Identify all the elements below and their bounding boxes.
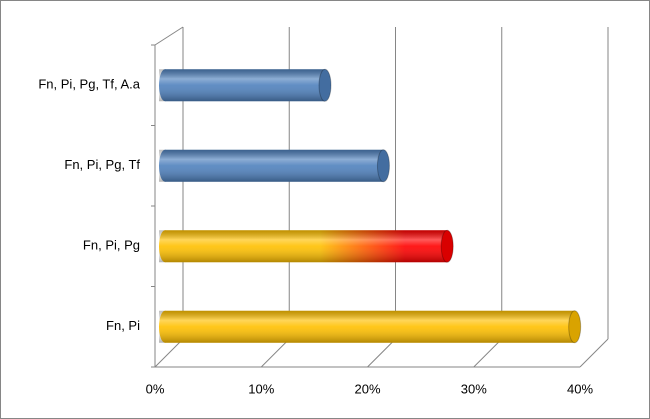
floor-line <box>260 338 290 368</box>
y-tick-label: Fn, Pi, Pg <box>83 238 140 253</box>
bar-shading <box>159 310 575 343</box>
x-tick-label: 10% <box>248 381 274 396</box>
bar-cap-shade <box>441 230 454 263</box>
bar-cap-right <box>440 229 454 263</box>
axis-depth <box>154 26 184 46</box>
x-tick-label: 30% <box>461 381 487 396</box>
floor-line <box>367 338 396 368</box>
x-tick-label: 0% <box>146 381 165 396</box>
bar-cap-right <box>568 310 582 344</box>
y-tick-label: Fn, Pi <box>106 318 140 333</box>
bar-cap-shade <box>319 69 331 102</box>
bar-shading <box>159 149 384 182</box>
x-tick-label: 40% <box>567 381 593 396</box>
bar-cap-shade <box>377 149 390 182</box>
bar-cap-right <box>318 68 332 102</box>
bar-shading <box>159 69 325 102</box>
bar-cap-right <box>376 149 390 183</box>
floor-line <box>154 338 184 368</box>
y-tick-label: Fn, Pi, Pg, Tf <box>64 157 140 172</box>
x-tick-label: 20% <box>354 381 380 396</box>
floor-line <box>473 338 503 368</box>
bar-shading <box>159 230 448 263</box>
floor-line <box>579 338 609 368</box>
bar-cap-shade <box>568 310 581 343</box>
y-tick-label: Fn, Pi, Pg, Tf, A.a <box>38 77 140 92</box>
